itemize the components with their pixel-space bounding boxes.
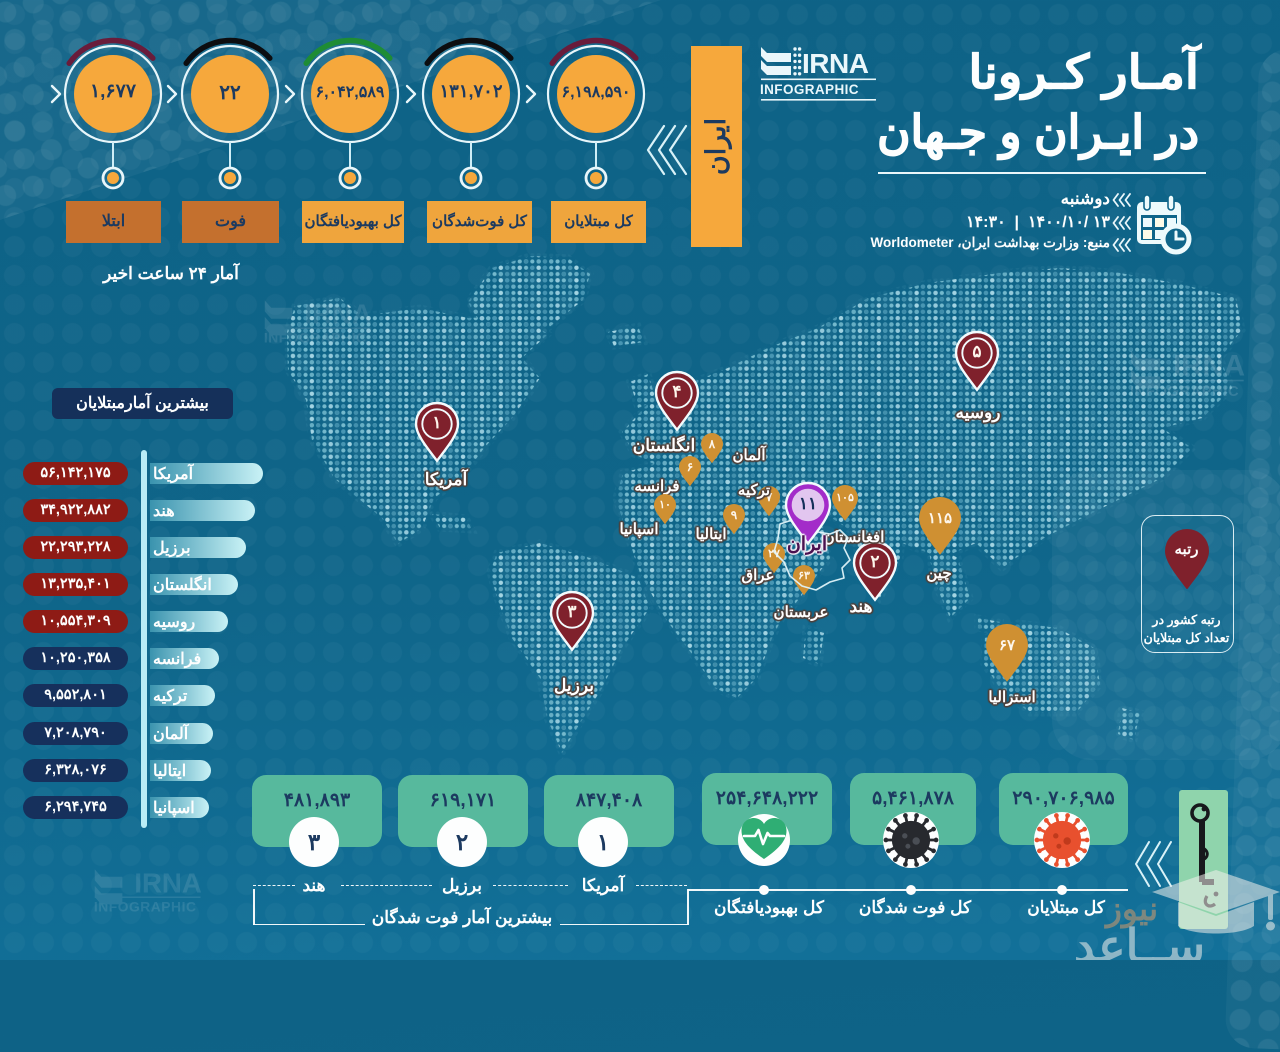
svg-text:IRNA: IRNA [802, 48, 869, 79]
svg-text:IRNA: IRNA [304, 298, 372, 329]
svg-text:INFOGRAPHIC: INFOGRAPHIC [264, 331, 367, 346]
svg-text:INFOGRAPHIC: INFOGRAPHIC [1130, 384, 1239, 400]
svg-text:ســاعد: ســاعد [1074, 920, 1205, 960]
svg-text:INFOGRAPHIC: INFOGRAPHIC [760, 82, 859, 97]
svg-text:INFOGRAPHIC: INFOGRAPHIC [94, 900, 197, 915]
svg-text:IRNA: IRNA [134, 867, 202, 898]
svg-text:نیوز: نیوز [1104, 890, 1158, 929]
svg-text:IRNA: IRNA [1173, 349, 1245, 382]
